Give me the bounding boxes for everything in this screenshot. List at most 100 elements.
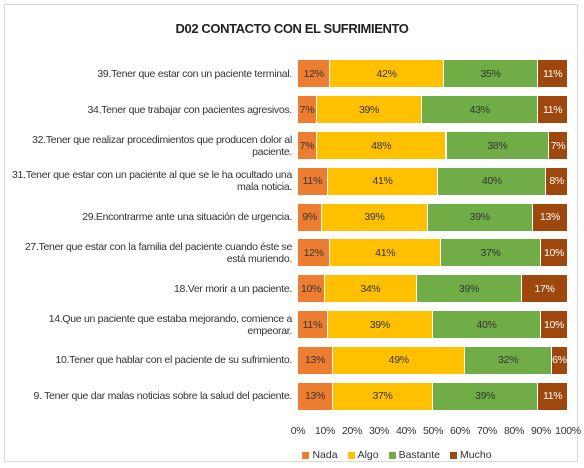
bar-segment: 48%	[316, 132, 447, 159]
bar-segment: 11%	[538, 96, 568, 124]
category-label: 32.Tener que realizar procedimientos que…	[32, 133, 292, 158]
bar-segment: 41%	[330, 239, 442, 267]
data-label: 11%	[302, 318, 323, 331]
x-tick-label: 80%	[503, 425, 525, 437]
bar-segment: 32%	[465, 346, 552, 374]
bar-segment: 40%	[438, 167, 547, 195]
data-label: 8%	[549, 175, 564, 188]
data-label: 17%	[534, 282, 555, 295]
legend-swatch	[302, 451, 310, 459]
x-tick-label: 50%	[422, 425, 444, 437]
category-label: 39.Tener que estar con un paciente termi…	[97, 67, 292, 80]
legend-item: Algo	[347, 449, 379, 461]
bar-segment: 8%	[546, 167, 568, 195]
data-label: 7%	[299, 139, 315, 152]
legend-swatch	[347, 451, 355, 459]
chart-frame	[4, 4, 578, 462]
legend-label: Algo	[357, 449, 379, 461]
bar-segment: 41%	[327, 167, 439, 195]
data-label: 41%	[375, 246, 396, 259]
category-label: 34.Tener que trabajar con pacientes agre…	[87, 103, 292, 116]
data-label: 49%	[388, 354, 409, 367]
bar-segment: 39%	[322, 203, 428, 231]
legend-item: Bastante	[388, 449, 441, 461]
legend-swatch	[388, 451, 396, 459]
data-label: 11%	[542, 103, 563, 116]
data-label: 11%	[302, 175, 323, 188]
legend-swatch	[450, 451, 458, 459]
x-tick-label: 40%	[395, 425, 417, 437]
data-label: 39%	[369, 318, 390, 331]
data-label: 10%	[543, 318, 565, 331]
bar-segment: 6%	[551, 346, 568, 374]
data-label: 12%	[303, 246, 324, 259]
legend-label: Mucho	[460, 449, 492, 461]
bar-segment: 42%	[330, 60, 444, 88]
data-label: 12%	[303, 67, 324, 80]
data-label: 42%	[376, 67, 397, 80]
bar-segment: 11%	[298, 311, 328, 338]
data-label: 39%	[458, 282, 479, 295]
x-tick-label: 20%	[341, 425, 363, 437]
bar-segment: 49%	[333, 346, 466, 374]
data-label: 9%	[302, 211, 317, 224]
bar-segment: 43%	[422, 96, 539, 124]
legend: Nada Algo Bastante Mucho	[0, 449, 584, 461]
data-label: 10%	[300, 282, 322, 295]
category-label: 27.Tener que estar con la familia del pa…	[24, 240, 292, 265]
bar-segment: 10%	[541, 311, 568, 338]
bar-segment: 13%	[298, 382, 334, 410]
data-label: 40%	[481, 175, 502, 188]
data-label: 6%	[552, 354, 567, 367]
data-label: 40%	[476, 318, 497, 331]
data-label: 7%	[299, 103, 315, 116]
category-label: 18.Ver morir a un paciente.	[174, 282, 292, 295]
bar-segment: 11%	[298, 167, 328, 195]
bar-segment: 7%	[298, 96, 317, 124]
data-label: 41%	[372, 175, 393, 188]
data-label: 34%	[360, 282, 381, 295]
data-label: 39%	[475, 390, 496, 403]
data-label: 13%	[539, 211, 560, 224]
category-label: 9. Tener que dar malas noticias sobre la…	[33, 390, 293, 403]
bar-segment: 39%	[433, 382, 539, 410]
bar-segment: 37%	[441, 239, 541, 267]
bar-segment: 7%	[298, 132, 317, 159]
bar-segment: 7%	[549, 132, 568, 159]
bar-segment: 34%	[325, 275, 417, 303]
data-label: 39%	[469, 211, 490, 224]
bar-segment: 39%	[427, 203, 533, 231]
data-label: 39%	[364, 211, 385, 224]
bar-segment: 37%	[333, 382, 433, 410]
chart-title: D02 CONTACTO CON EL SUFRIMIENTO	[175, 21, 409, 36]
bar-segment: 35%	[443, 60, 539, 88]
legend-item: Nada	[302, 449, 338, 461]
bar-segment: 11%	[538, 382, 568, 410]
bar-segment: 39%	[316, 96, 423, 124]
data-label: 39%	[358, 103, 380, 116]
x-tick-label: 10%	[314, 425, 336, 437]
category-label: 31.Tener que estar con un paciente al qu…	[12, 169, 292, 194]
bar-segment: 17%	[522, 275, 568, 303]
data-label: 11%	[542, 67, 563, 80]
data-label: 37%	[480, 246, 501, 259]
bar-segment: 39%	[327, 311, 433, 338]
data-label: 10%	[543, 246, 565, 259]
data-label: 7%	[550, 139, 566, 152]
data-label: 37%	[372, 390, 393, 403]
data-label: 48%	[371, 139, 392, 152]
bar-segment: 9%	[298, 203, 323, 231]
bar-segment: 39%	[416, 275, 523, 303]
data-label: 11%	[542, 390, 563, 403]
category-label: 29.Encontrarme ante una situación de urg…	[82, 211, 292, 224]
data-label: 13%	[304, 354, 326, 367]
data-label: 35%	[480, 67, 501, 80]
data-label: 13%	[304, 390, 326, 403]
x-tick-label: 60%	[449, 425, 471, 437]
x-tick-label: 30%	[368, 425, 390, 437]
legend-label: Bastante	[398, 449, 441, 461]
bar-segment: 13%	[532, 203, 568, 231]
bar-segment: 13%	[298, 346, 334, 374]
data-label: 38%	[487, 139, 508, 152]
bar-segment: 10%	[298, 275, 325, 303]
